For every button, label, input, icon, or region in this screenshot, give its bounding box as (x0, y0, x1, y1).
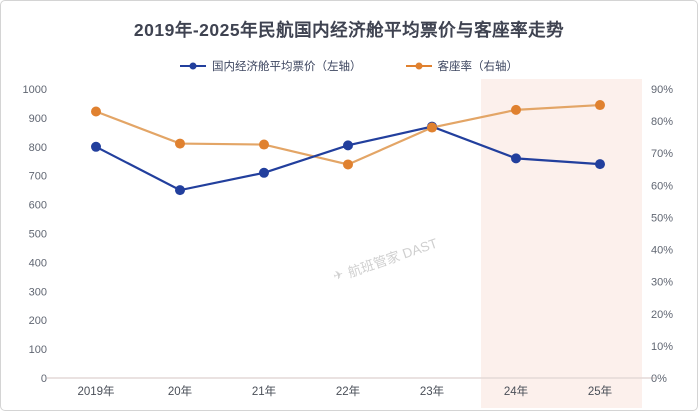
load-factor-data-point[interactable] (511, 104, 521, 115)
load-factor-data-point[interactable] (343, 159, 353, 170)
right-axis-tick-label: 60% (651, 180, 673, 192)
load-factor-data-point[interactable] (175, 138, 185, 149)
forecast-highlight-region (481, 79, 642, 408)
left-axis-tick-label: 400 (29, 257, 47, 269)
right-axis-tick-label: 90% (651, 84, 673, 96)
left-axis-tick-label: 0 (41, 373, 47, 385)
right-axis-tick-label: 70% (651, 148, 673, 160)
x-axis-category-label: 23年 (420, 384, 444, 398)
x-axis-category-label: 25年 (588, 384, 612, 398)
left-axis-tick-label: 100 (29, 344, 47, 356)
chart-title: 2019年-2025年民航国内经济舱平均票价与客座率走势 (133, 20, 565, 40)
x-axis-category-label: 24年 (504, 384, 528, 398)
left-axis-tick-label: 800 (29, 142, 47, 154)
left-axis-tick-label: 700 (29, 171, 47, 183)
left-axis-tick-label: 200 (29, 315, 47, 327)
price-data-point[interactable] (259, 167, 269, 178)
right-axis-tick-label: 80% (651, 116, 673, 128)
price-data-point[interactable] (343, 140, 353, 151)
x-axis-category-label: 21年 (252, 384, 276, 398)
right-axis-tick-label: 50% (651, 212, 673, 224)
x-axis-category-label: 2019年 (77, 384, 114, 398)
left-axis-tick-label: 900 (29, 113, 47, 125)
load-factor-data-point[interactable] (595, 100, 605, 111)
right-axis-tick-label: 10% (651, 341, 673, 353)
load-factor-data-point[interactable] (259, 139, 269, 150)
left-axis-tick-label: 600 (29, 200, 47, 212)
x-axis-category-label: 22年 (336, 384, 360, 398)
price-data-point[interactable] (91, 141, 101, 152)
legend-item-load-factor[interactable]: 客座率（右轴） (405, 58, 519, 74)
chart-legend: 国内经济舱平均票价（左轴） 客座率（右轴） (1, 58, 697, 74)
legend-label-load-factor: 客座率（右轴） (437, 61, 519, 73)
price-data-point[interactable] (175, 185, 185, 196)
load-factor-data-point[interactable] (91, 106, 101, 117)
left-axis-tick-label: 1000 (23, 84, 47, 96)
right-axis-tick-label: 30% (651, 277, 673, 289)
x-axis-category-label: 20年 (168, 384, 192, 398)
left-axis-tick-label: 300 (29, 286, 47, 298)
legend-label-price: 国内经济舱平均票价（左轴） (212, 61, 362, 73)
price-data-point[interactable] (595, 159, 605, 170)
price-series-marker-icon (180, 62, 206, 70)
legend-item-price[interactable]: 国内经济舱平均票价（左轴） (180, 58, 362, 74)
right-axis-tick-label: 20% (651, 309, 673, 321)
load-factor-data-point[interactable] (427, 122, 437, 133)
price-data-point[interactable] (511, 153, 521, 164)
right-axis-tick-label: 0% (651, 373, 667, 385)
left-axis-tick-label: 500 (29, 229, 47, 241)
right-axis-tick-label: 40% (651, 245, 673, 257)
load-factor-series-marker-icon (405, 62, 432, 70)
